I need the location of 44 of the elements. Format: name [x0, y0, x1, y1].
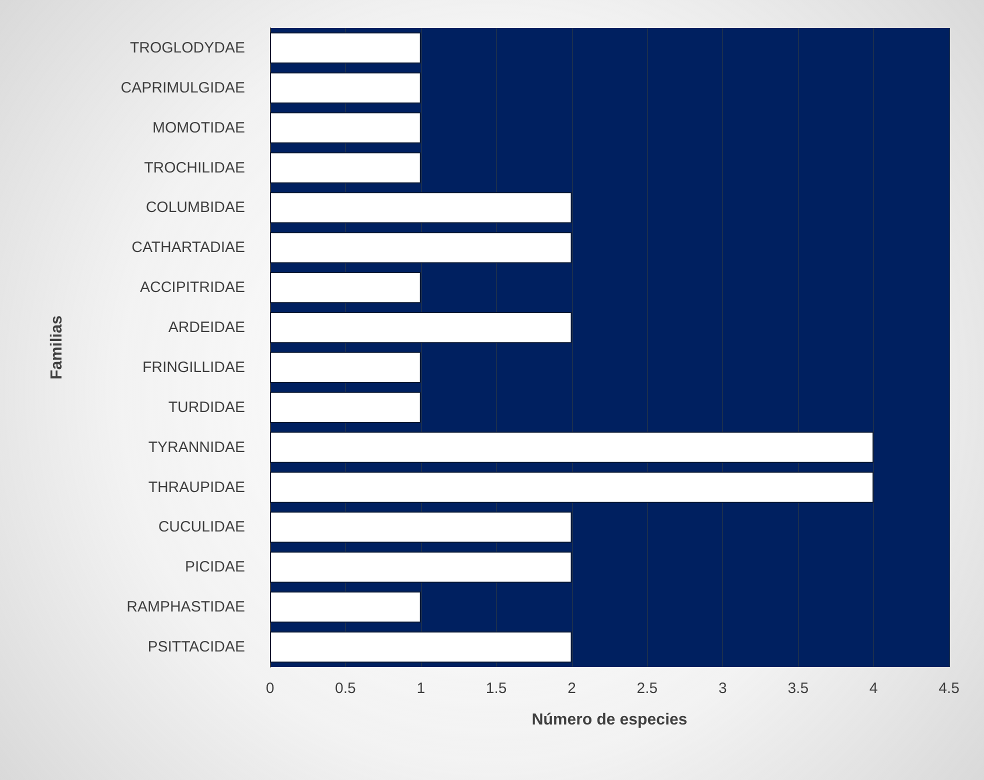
y-tick-label: COLUMBIDAE	[146, 199, 245, 216]
bar	[270, 472, 874, 503]
y-tick-label: CATHARTADIAE	[132, 239, 245, 256]
bar	[270, 272, 421, 304]
y-axis-title: Familias	[48, 315, 66, 380]
y-tick-label: TURDIDAE	[168, 398, 245, 416]
bar	[270, 552, 572, 583]
y-tick-label: ARDEIDAE	[168, 319, 245, 336]
x-tick-label: 3.5	[788, 680, 809, 697]
bar	[270, 312, 572, 344]
y-tick-label: CUCULIDAE	[158, 518, 245, 536]
y-tick-label: PICIDAE	[184, 558, 245, 576]
x-tick-label: 4	[869, 680, 878, 697]
y-tick-label: TYRANNIDAE	[148, 438, 245, 456]
bar	[270, 432, 874, 463]
y-tick-label: ACCIPITRIDAE	[140, 279, 245, 296]
y-tick-label: RAMPHASTIDAE	[126, 598, 245, 616]
y-tick-label: MOMOTIDAE	[152, 119, 245, 136]
bar	[270, 592, 421, 623]
x-tick-label: 3	[718, 680, 727, 697]
y-tick-label: TROGLODYDAE	[130, 39, 245, 56]
x-axis-title: Número de especies	[532, 712, 688, 728]
x-tick-label: 1	[416, 680, 426, 697]
x-tick-label: 0.5	[335, 680, 356, 697]
bar	[270, 32, 421, 64]
y-tick-label: CAPRIMULGIDAE	[120, 79, 245, 96]
x-tick-label: 2	[568, 680, 576, 697]
bar	[270, 352, 421, 384]
bar	[270, 232, 572, 264]
y-tick-label: FRINGILLIDAE	[142, 358, 245, 376]
y-tick-label: PSITTACIDAE	[148, 638, 245, 656]
bar	[270, 152, 421, 184]
x-tick-label: 1.5	[486, 680, 507, 697]
x-tick-label: 4.5	[938, 680, 960, 697]
bar	[270, 112, 421, 144]
bar	[270, 192, 572, 224]
bar	[270, 392, 421, 423]
x-tick-label: 0	[266, 680, 274, 697]
x-tick-label: 2.5	[636, 680, 658, 697]
y-tick-label: THRAUPIDAE	[148, 478, 245, 496]
bar	[270, 72, 421, 104]
y-tick-label: TROCHILIDAE	[144, 159, 245, 176]
bar	[270, 512, 572, 543]
bar	[270, 631, 572, 663]
